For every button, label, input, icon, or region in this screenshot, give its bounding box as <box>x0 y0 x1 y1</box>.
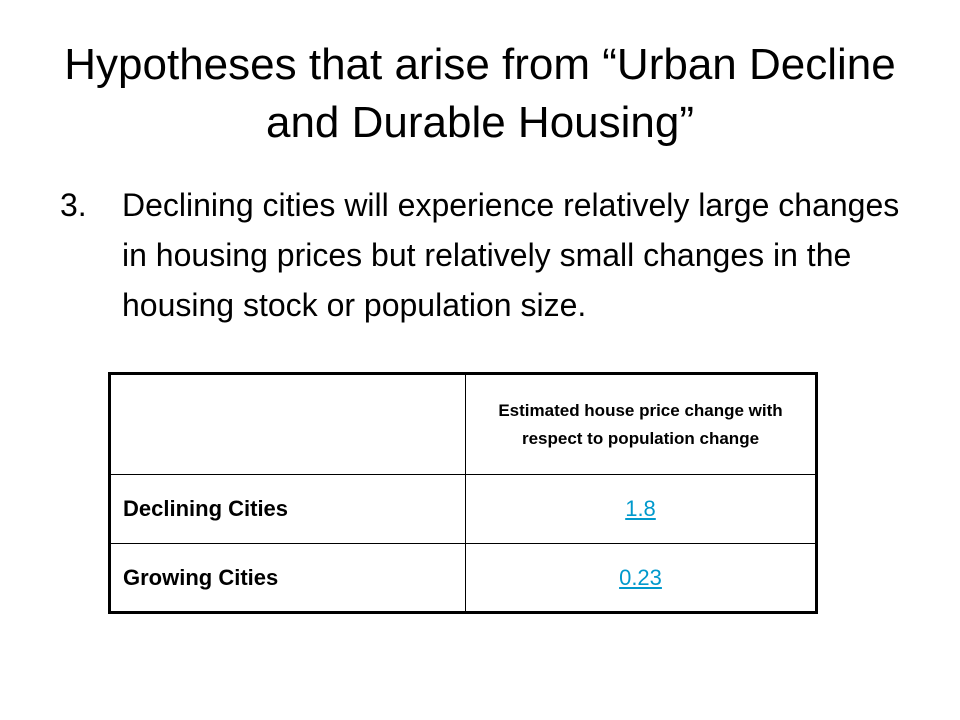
slide-title: Hypotheses that arise from “Urban Declin… <box>64 40 896 147</box>
table-corner-cell <box>109 373 466 475</box>
value-cell-declining-cities: 1.8 <box>465 474 817 544</box>
row-label-growing-cities: Growing Cities <box>109 543 466 613</box>
bullet-list: 3. Declining cities will experience rela… <box>60 180 900 330</box>
table-row-declining-cities: Declining Cities 1.8 <box>109 474 817 544</box>
column-header-price-change: Estimated house price change with respec… <box>465 373 817 475</box>
table-row-growing-cities: Growing Cities 0.23 <box>109 543 817 613</box>
value-link-growing-cities[interactable]: 0.23 <box>619 564 662 590</box>
value-link-declining-cities[interactable]: 1.8 <box>625 496 656 521</box>
elasticity-table: Estimated house price change with respec… <box>108 372 818 614</box>
bullet-text: Declining cities will experience relativ… <box>122 187 900 323</box>
value-cell-growing-cities: 0.23 <box>465 543 817 613</box>
bullet-number: 3. <box>60 187 87 223</box>
row-label-declining-cities: Declining Cities <box>109 474 466 544</box>
table-header-row: Estimated house price change with respec… <box>109 373 817 475</box>
bullet-item-3: 3. Declining cities will experience rela… <box>60 180 900 330</box>
